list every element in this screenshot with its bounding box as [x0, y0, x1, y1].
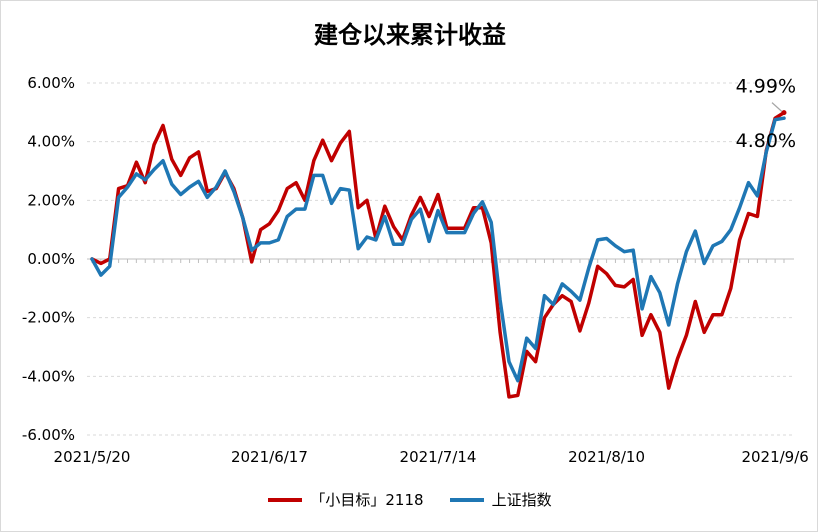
legend-label-series-2: 上证指数 [491, 491, 552, 509]
x-tick-label: 2021/6/17 [231, 448, 308, 466]
legend-label-series-1: 「小目标」2118 [310, 491, 424, 509]
x-tick-label: 2021/5/20 [54, 448, 131, 466]
y-tick-label: 2.00% [27, 191, 75, 209]
series-line-1 [90, 110, 786, 399]
y-tick-label: -6.00% [22, 426, 75, 444]
legend-item-series-2: 上证指数 [449, 489, 552, 510]
y-tick-label: -2.00% [22, 309, 75, 327]
legend-item-series-1: 「小目标」2118 [268, 489, 424, 510]
y-tick-label: 6.00% [27, 74, 75, 92]
x-tick-label: 2021/7/14 [400, 448, 477, 466]
y-tick-label: -4.00% [22, 367, 75, 385]
legend-swatch-series-2 [449, 497, 484, 502]
y-tick-label: 4.00% [27, 133, 75, 151]
callout-series-1: 4.99% [736, 76, 796, 98]
series-1-end-point [781, 110, 787, 116]
series-line-2 [90, 116, 786, 383]
callout-series-2: 4.80% [736, 130, 796, 152]
legend-swatch-series-1 [268, 497, 303, 502]
y-tick-label: 0.00% [27, 250, 75, 268]
x-tick-label: 2021/8/10 [568, 448, 645, 466]
chart-title: 建仓以来累计收益 [314, 21, 506, 49]
callout-leader-line [771, 102, 783, 113]
x-tick-label: 2021/9/6 [741, 448, 808, 466]
legend: 「小目标」2118 上证指数 [1, 489, 817, 510]
